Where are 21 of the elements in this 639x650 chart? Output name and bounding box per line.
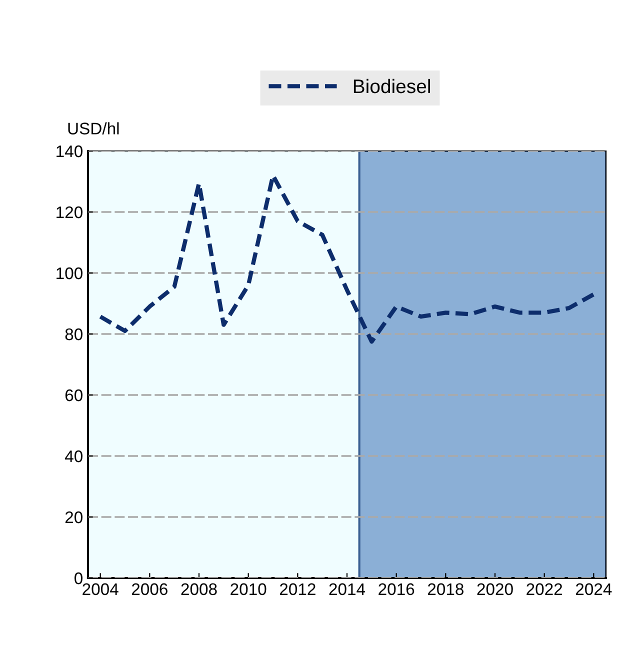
x-tick-label: 2014: [329, 583, 366, 596]
x-tick-label: 2010: [230, 583, 266, 596]
y-tick-label: 100: [56, 267, 82, 280]
x-tick-label: 2020: [477, 583, 513, 596]
y-tick-label: 20: [65, 511, 82, 524]
y-tick-label: 60: [65, 389, 82, 402]
y-tick-label: 80: [65, 328, 82, 340]
legend-label: Biodiesel: [354, 78, 430, 94]
x-tick-label: 2004: [82, 583, 118, 596]
y-tick-label: 0: [74, 572, 82, 584]
y-tick-label: 120: [56, 206, 82, 218]
x-tick-label: 2012: [280, 583, 316, 596]
x-tick-label: 2022: [526, 583, 562, 596]
y-tick-label: 40: [64, 450, 82, 462]
y-axis-title: USD/hl: [68, 122, 119, 134]
x-tick-label: 2008: [181, 583, 217, 596]
x-tick-label: 2006: [132, 583, 168, 596]
y-tick-label: 140: [56, 145, 82, 158]
x-tick-label: 2024: [576, 583, 612, 596]
x-tick-label: 2018: [428, 583, 464, 596]
x-tick-label: 2016: [378, 583, 414, 596]
